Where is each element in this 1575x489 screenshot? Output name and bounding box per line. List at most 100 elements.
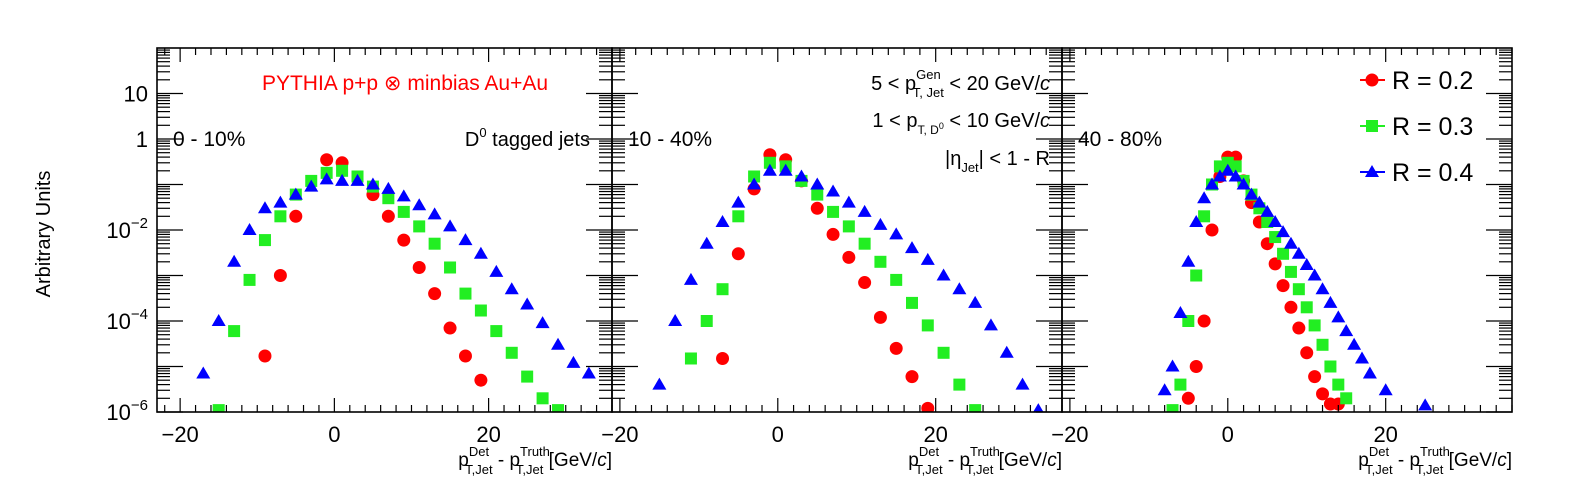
data-point xyxy=(873,217,888,230)
data-point xyxy=(747,177,762,190)
data-point xyxy=(699,236,714,249)
data-point xyxy=(566,355,581,368)
data-point xyxy=(228,325,241,338)
data-point xyxy=(778,163,793,176)
data-point xyxy=(1277,247,1290,260)
data-point xyxy=(1347,337,1362,350)
data-point xyxy=(1244,187,1259,200)
x-tick-label: 0 xyxy=(772,422,784,447)
data-point xyxy=(1197,191,1212,204)
y-axis-label: Arbitrary Units xyxy=(33,171,55,298)
x-axis-label: pDet T,Jet - pTruth T,Jet [GeV/c] xyxy=(1358,444,1512,477)
data-point xyxy=(936,268,951,281)
x-tick-label: 20 xyxy=(476,422,500,447)
y-tick-label: 10−4 xyxy=(106,306,148,334)
data-point xyxy=(1355,351,1369,364)
data-point xyxy=(826,184,841,197)
data-point xyxy=(1291,246,1306,259)
data-point xyxy=(336,164,349,177)
legend: R = 0.2 R = 0.3 R = 0.4 xyxy=(1360,67,1473,187)
data-point xyxy=(444,261,457,274)
data-point xyxy=(304,179,319,192)
data-point xyxy=(382,192,395,205)
data-point xyxy=(350,173,365,186)
data-point xyxy=(1189,360,1203,373)
data-point xyxy=(490,325,503,338)
data-point xyxy=(1283,236,1298,249)
series-circle xyxy=(258,153,488,387)
data-point xyxy=(474,304,487,317)
x-tick-label: 20 xyxy=(1373,422,1397,447)
data-point xyxy=(289,209,303,223)
data-point xyxy=(1308,319,1321,332)
data-point xyxy=(335,173,350,186)
data-point xyxy=(458,349,472,363)
panel-frame xyxy=(156,47,613,413)
x-tick-label: 20 xyxy=(923,422,947,447)
data-point xyxy=(668,314,683,326)
data-point xyxy=(731,195,746,208)
data-point xyxy=(1339,324,1354,337)
data-point xyxy=(1315,282,1330,295)
data-point xyxy=(1276,279,1290,293)
data-point xyxy=(731,247,745,261)
data-point xyxy=(1308,370,1322,384)
panel-frame xyxy=(1061,47,1513,413)
data-point xyxy=(1378,383,1393,396)
data-point xyxy=(652,377,667,390)
data-point xyxy=(1332,378,1345,391)
data-point xyxy=(459,287,472,300)
data-point xyxy=(258,349,272,363)
data-point xyxy=(1323,295,1338,308)
data-point xyxy=(504,282,519,295)
data-point xyxy=(505,346,518,359)
eta-cut-label: |ηJet| < 1 - R xyxy=(945,148,1050,175)
y-tick-label: 10−2 xyxy=(106,215,148,243)
data-point xyxy=(999,345,1014,358)
data-point xyxy=(1307,268,1322,281)
data-point xyxy=(827,205,840,218)
data-point xyxy=(1220,163,1235,176)
data-point xyxy=(1189,214,1204,227)
centrality-label: 40 - 80% xyxy=(1078,128,1162,151)
data-point xyxy=(1300,346,1314,360)
data-point xyxy=(1340,392,1353,405)
centrality-label: 0 - 10% xyxy=(173,128,245,151)
y-tick-label: 1 xyxy=(136,127,148,152)
y-tick-label: 10−6 xyxy=(106,397,148,425)
data-point xyxy=(1205,177,1219,190)
data-point xyxy=(412,198,427,211)
data-point xyxy=(1292,321,1306,335)
data-point xyxy=(700,315,713,327)
data-point xyxy=(1236,177,1251,190)
data-point xyxy=(1173,305,1188,318)
x-axis-label: pDet T,Jet - pTruth T,Jet [GeV/c] xyxy=(458,444,612,477)
x-tick-label: 0 xyxy=(328,422,340,447)
legend-entry: R = 0.4 xyxy=(1360,159,1473,187)
data-point xyxy=(968,295,983,308)
data-point xyxy=(397,205,410,218)
data-point xyxy=(762,163,777,176)
data-point xyxy=(1284,265,1297,278)
series-triangle xyxy=(196,172,596,379)
data-point xyxy=(683,272,698,285)
data-point xyxy=(905,241,919,254)
data-point xyxy=(521,370,534,383)
data-point xyxy=(211,314,226,326)
pt-gen-cut-label: 5 < pGen T, Jet < 20 GeV/c xyxy=(871,67,1050,100)
data-point xyxy=(826,227,840,241)
data-point xyxy=(365,177,380,190)
data-point xyxy=(1033,403,1044,412)
series-triangle xyxy=(1157,163,1433,411)
data-point xyxy=(551,337,566,350)
data-point xyxy=(1331,310,1346,323)
data-point xyxy=(1228,169,1243,182)
data-point xyxy=(763,156,776,169)
data-point xyxy=(1316,338,1329,351)
data-point xyxy=(428,287,442,301)
data-point xyxy=(396,189,411,202)
data-point xyxy=(906,296,918,309)
d0-tagged-label: D0 tagged jets xyxy=(465,125,590,151)
data-point xyxy=(1418,398,1433,411)
data-point xyxy=(1362,366,1377,379)
